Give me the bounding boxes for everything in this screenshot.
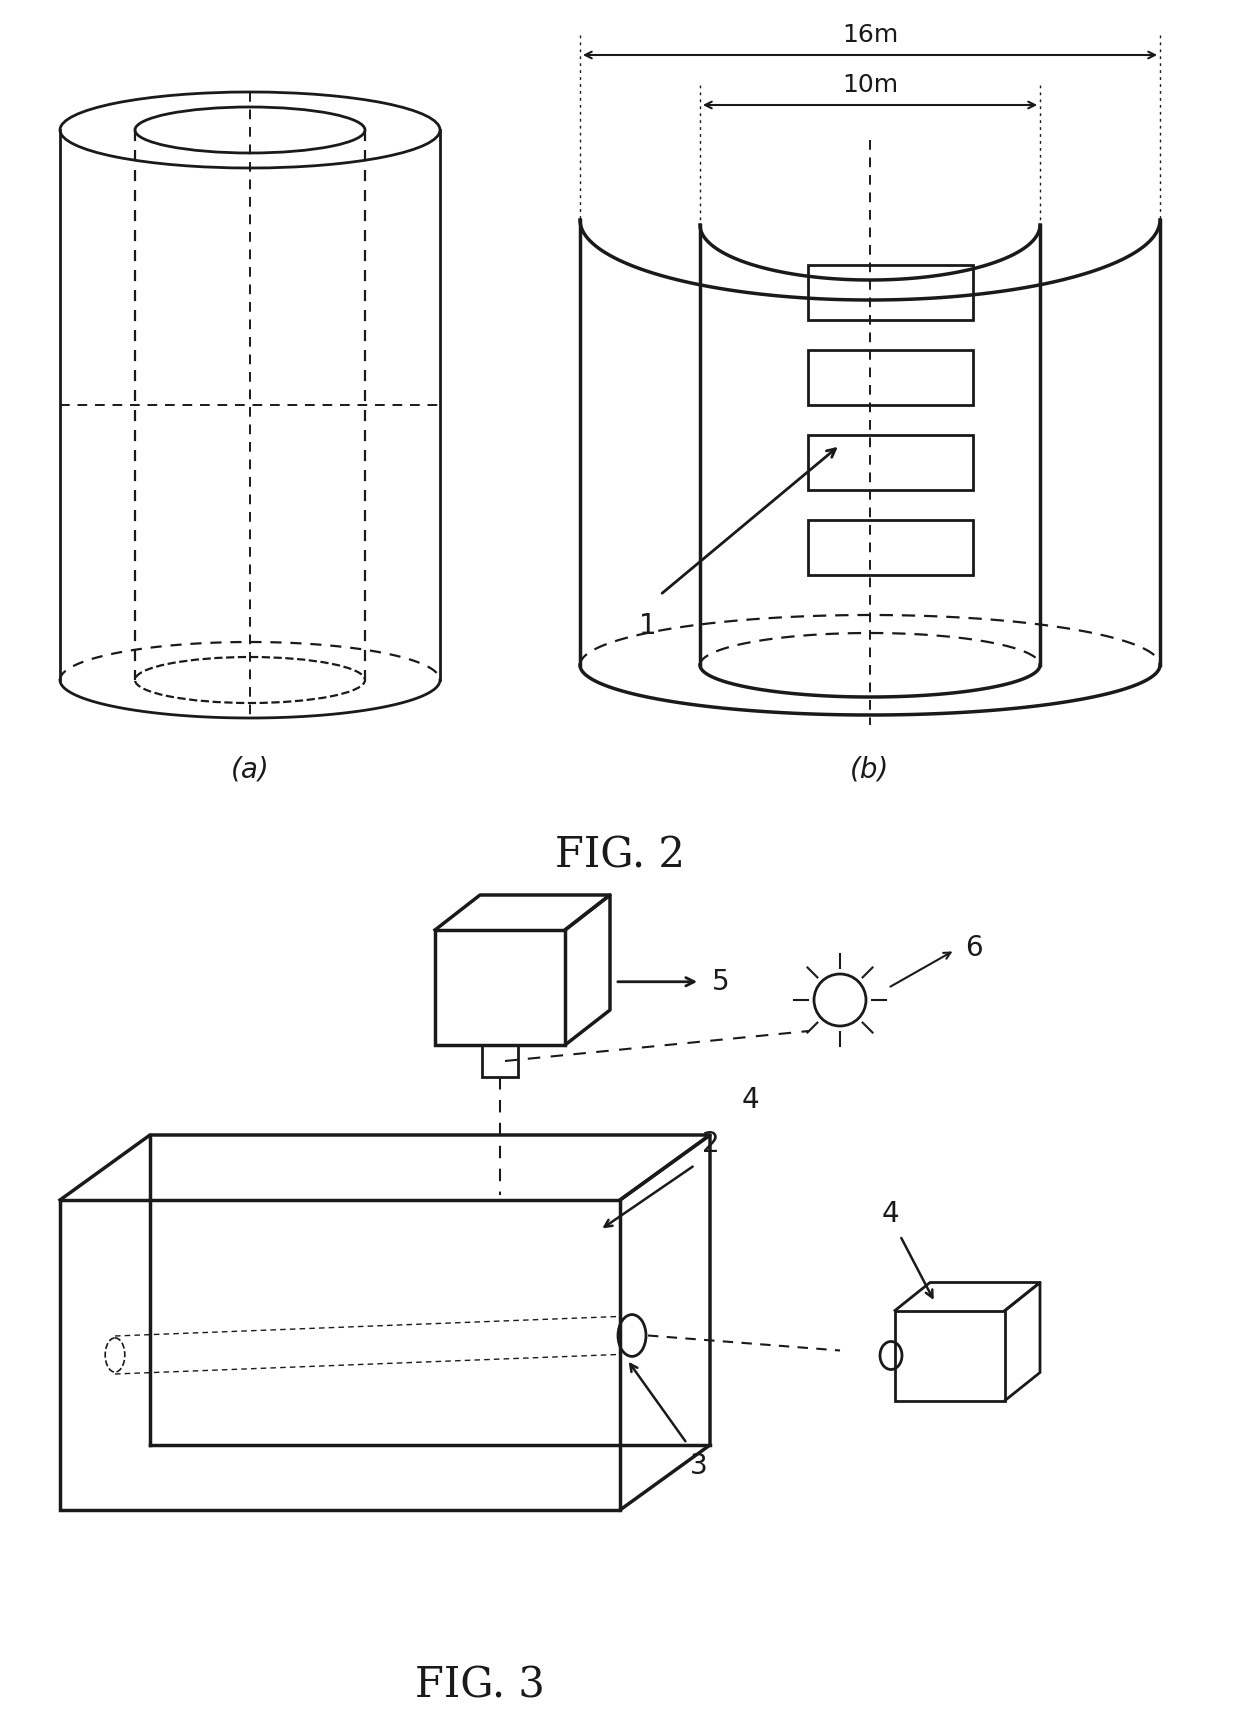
Text: 16m: 16m — [842, 22, 898, 47]
Bar — [808, 435, 973, 490]
Bar — [60, 1200, 620, 1509]
Text: 6: 6 — [965, 934, 982, 962]
Text: 3: 3 — [689, 1451, 708, 1480]
Text: 4: 4 — [882, 1200, 899, 1228]
Bar — [895, 1311, 1004, 1401]
Text: (a): (a) — [231, 755, 269, 782]
Bar — [808, 264, 973, 319]
Text: FIG. 3: FIG. 3 — [415, 1665, 544, 1706]
Text: FIG. 2: FIG. 2 — [556, 834, 684, 876]
Text: 5: 5 — [712, 967, 729, 996]
Bar — [482, 1045, 518, 1078]
Text: 10m: 10m — [842, 73, 898, 97]
Text: 2: 2 — [702, 1129, 719, 1159]
Text: 4: 4 — [742, 1086, 759, 1114]
Text: 1: 1 — [639, 611, 657, 641]
Text: (b): (b) — [851, 755, 889, 782]
Bar — [808, 351, 973, 406]
Bar — [808, 520, 973, 575]
Bar — [435, 931, 565, 1045]
